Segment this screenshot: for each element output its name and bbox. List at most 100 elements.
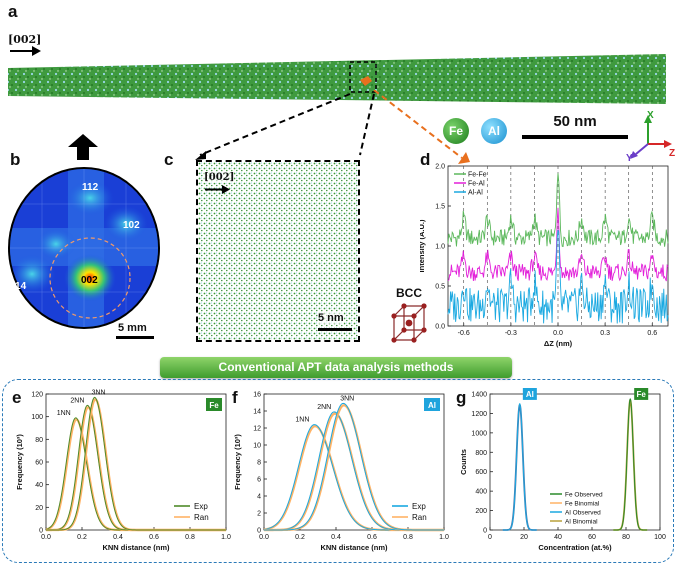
direction-arrow-c — [205, 185, 230, 194]
al-atom-legend: Al — [481, 118, 507, 144]
e-ytick-label: 0 — [39, 528, 43, 535]
g-ytick-label: 1200 — [471, 411, 487, 418]
g-ylabel: Counts — [459, 449, 468, 475]
scale-bar-label-b: 5 mm — [118, 322, 147, 334]
e-xtick-label: 0.8 — [185, 534, 195, 541]
g-ytick-label: 1000 — [471, 430, 487, 437]
d-ytick-label: 1.0 — [435, 244, 445, 251]
g-ytick-label: 200 — [475, 508, 487, 515]
g-plot-frame — [489, 393, 661, 531]
d-series-Fe-Fe — [447, 173, 669, 247]
f-xtick-label: 0.6 — [367, 534, 377, 541]
chart-g: 0 20 40 60 80 1000200400600800100012001400Con… — [459, 388, 666, 552]
g-observed-Fe — [613, 398, 648, 531]
zoom-region-c: [002] 5 nm — [196, 160, 360, 342]
d-xtick-label: -0.3 — [505, 330, 517, 337]
g-ytick-label: 400 — [475, 489, 487, 496]
g-ytick-label: 0 — [483, 528, 487, 535]
f-xtick-label: 0.0 — [259, 534, 269, 541]
g-badge-al: Al — [526, 390, 534, 399]
pole-002: 002 — [81, 275, 98, 286]
e-ytick-label: 60 — [35, 460, 43, 467]
g-observed-Al — [502, 402, 537, 531]
up-arrow-b — [68, 134, 98, 160]
g-binomial-Fe — [613, 398, 648, 531]
axis-y-label: Y — [626, 153, 633, 162]
e-xtick-label: 0.6 — [149, 534, 159, 541]
g-ytick-label: 1400 — [471, 392, 487, 399]
g-xlabel: Concentration (at.%) — [538, 543, 612, 552]
e-legend-label: Ran — [194, 513, 209, 522]
g-badge-al-bg — [522, 388, 537, 400]
f-peak-label: 3NN — [340, 395, 354, 402]
e-xtick-label: 1.0 — [221, 534, 231, 541]
axis-x-label: X — [647, 110, 654, 121]
f-xtick-label: 1.0 — [439, 534, 449, 541]
e-exp-3NN — [45, 396, 226, 531]
f-ytick-label: 8 — [257, 460, 261, 467]
d-ytick-label: 0.0 — [435, 324, 445, 331]
e-ytick-label: 20 — [35, 505, 43, 512]
g-badge-fe: Fe — [637, 390, 647, 399]
g-badge-fe-bg — [634, 388, 649, 400]
g-legend-label: Al Observed — [565, 510, 601, 517]
d-legend-label: Fe-Al — [468, 181, 485, 188]
f-ytick-label: 6 — [257, 477, 261, 484]
d-series-Fe-Al — [447, 207, 669, 282]
panel-label-c: c — [164, 150, 174, 169]
g-xtick-label: 100 — [654, 534, 666, 541]
pole-102: 102 — [123, 220, 140, 231]
f-xtick-label: 0.4 — [331, 534, 341, 541]
g-ytick-label: 600 — [475, 469, 487, 476]
bcc-unit-cell-icon — [391, 303, 427, 343]
d-ylabel: Intensity (A.U.) — [420, 219, 426, 272]
f-peak-label: 2NN — [317, 404, 331, 411]
f-ytick-label: 12 — [253, 426, 261, 433]
d-ytick-label: 0.5 — [435, 284, 445, 291]
apt-reconstruction-a — [8, 54, 666, 104]
g-legend-label: Fe Binomial — [565, 501, 600, 508]
scale-bar-label-c: 5 nm — [318, 312, 344, 324]
chart-e: 0.0 0.2 0.4 0.6 0.8 1.0 0 20 40 60 80 100 120 KNN dis… — [15, 389, 231, 552]
f-legend-label: Exp — [412, 502, 426, 511]
d-series-Al-Al — [447, 229, 669, 324]
g-binomial-Al — [502, 403, 537, 531]
f-xtick-label: 0.2 — [295, 534, 305, 541]
scale-bar-a — [522, 135, 628, 139]
g-xtick-label: 80 — [622, 534, 630, 541]
e-peak-label: 3NN — [92, 389, 106, 396]
g-xtick-label: 0 — [488, 534, 492, 541]
f-badge: Al — [428, 401, 436, 410]
f-ytick-label: 2 — [257, 511, 261, 518]
scale-bar-b — [116, 336, 154, 339]
e-xtick-label: 0.4 — [113, 534, 123, 541]
direction-arrow-a — [10, 46, 41, 56]
f-badge-bg — [424, 398, 440, 411]
f-xlabel: KNN distance (nm) — [320, 543, 388, 552]
e-ylabel: Frequency (10³) — [15, 434, 24, 490]
d-xtick-label: 0.3 — [600, 330, 610, 337]
f-exp-3NN — [263, 402, 444, 531]
d-xtick-label: 0.0 — [553, 330, 563, 337]
direction-label-a: [002] — [8, 33, 42, 46]
e-peak-label: 2NN — [70, 397, 84, 404]
axis-z-label: Z — [669, 148, 675, 159]
d-xtick-label: -0.6 — [458, 330, 470, 337]
chart-d: -0.6 -0.3 0.0 0.3 0.6 0.0 0.5 1.0 1.5 2.0 ΔZ (nm) I… — [420, 164, 669, 348]
g-xtick-label: 20 — [520, 534, 528, 541]
d-legend-label: Fe-Fe — [468, 172, 487, 179]
roi-marker-a — [360, 76, 372, 86]
scale-bar-label-a: 50 nm — [553, 113, 597, 130]
panel-label-g: g — [456, 388, 467, 407]
axes-triad: X Z Y — [626, 110, 675, 162]
d-xtick-label: 0.6 — [647, 330, 657, 337]
d-ytick-label: 1.5 — [435, 204, 445, 211]
f-ytick-label: 0 — [257, 528, 261, 535]
panel-label-e: e — [12, 388, 22, 407]
chart-f: 0.0 0.2 0.4 0.6 0.8 1.0 0 2 4 6 8 10 12 14 16 KNN dista… — [233, 392, 449, 553]
g-xtick-label: 60 — [588, 534, 596, 541]
e-xtick-label: 0.0 — [41, 534, 51, 541]
detector-hitmap-b: 112 102 114 002 — [8, 167, 160, 329]
e-peak-label: 1NN — [57, 410, 71, 417]
e-ytick-label: 100 — [31, 414, 43, 421]
